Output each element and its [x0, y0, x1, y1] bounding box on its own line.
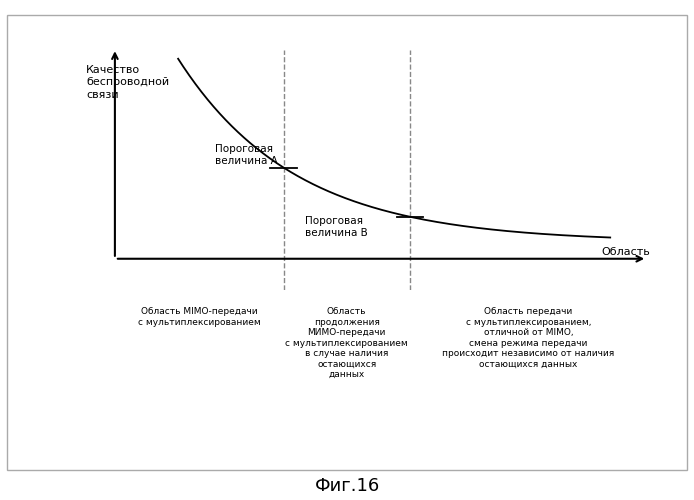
Text: Область МІМО-передачи
с мультиплексированием: Область МІМО-передачи с мультиплексирова…	[138, 308, 260, 327]
Text: Фиг.16: Фиг.16	[314, 477, 380, 495]
Text: Пороговая
величина В: Пороговая величина В	[305, 216, 367, 238]
Text: Область передачи
с мультиплексированием,
отличной от МІМО,
смена режима передачи: Область передачи с мультиплексированием,…	[442, 308, 615, 368]
Text: Качество
беспроводной
связи: Качество беспроводной связи	[86, 65, 169, 100]
Text: Область: Область	[601, 246, 650, 256]
Text: Область
продолжения
МИМО-передачи
с мультиплексированием
в случае наличия
остающ: Область продолжения МИМО-передачи с муль…	[285, 308, 408, 379]
Text: Пороговая
величина А: Пороговая величина А	[215, 144, 278, 166]
